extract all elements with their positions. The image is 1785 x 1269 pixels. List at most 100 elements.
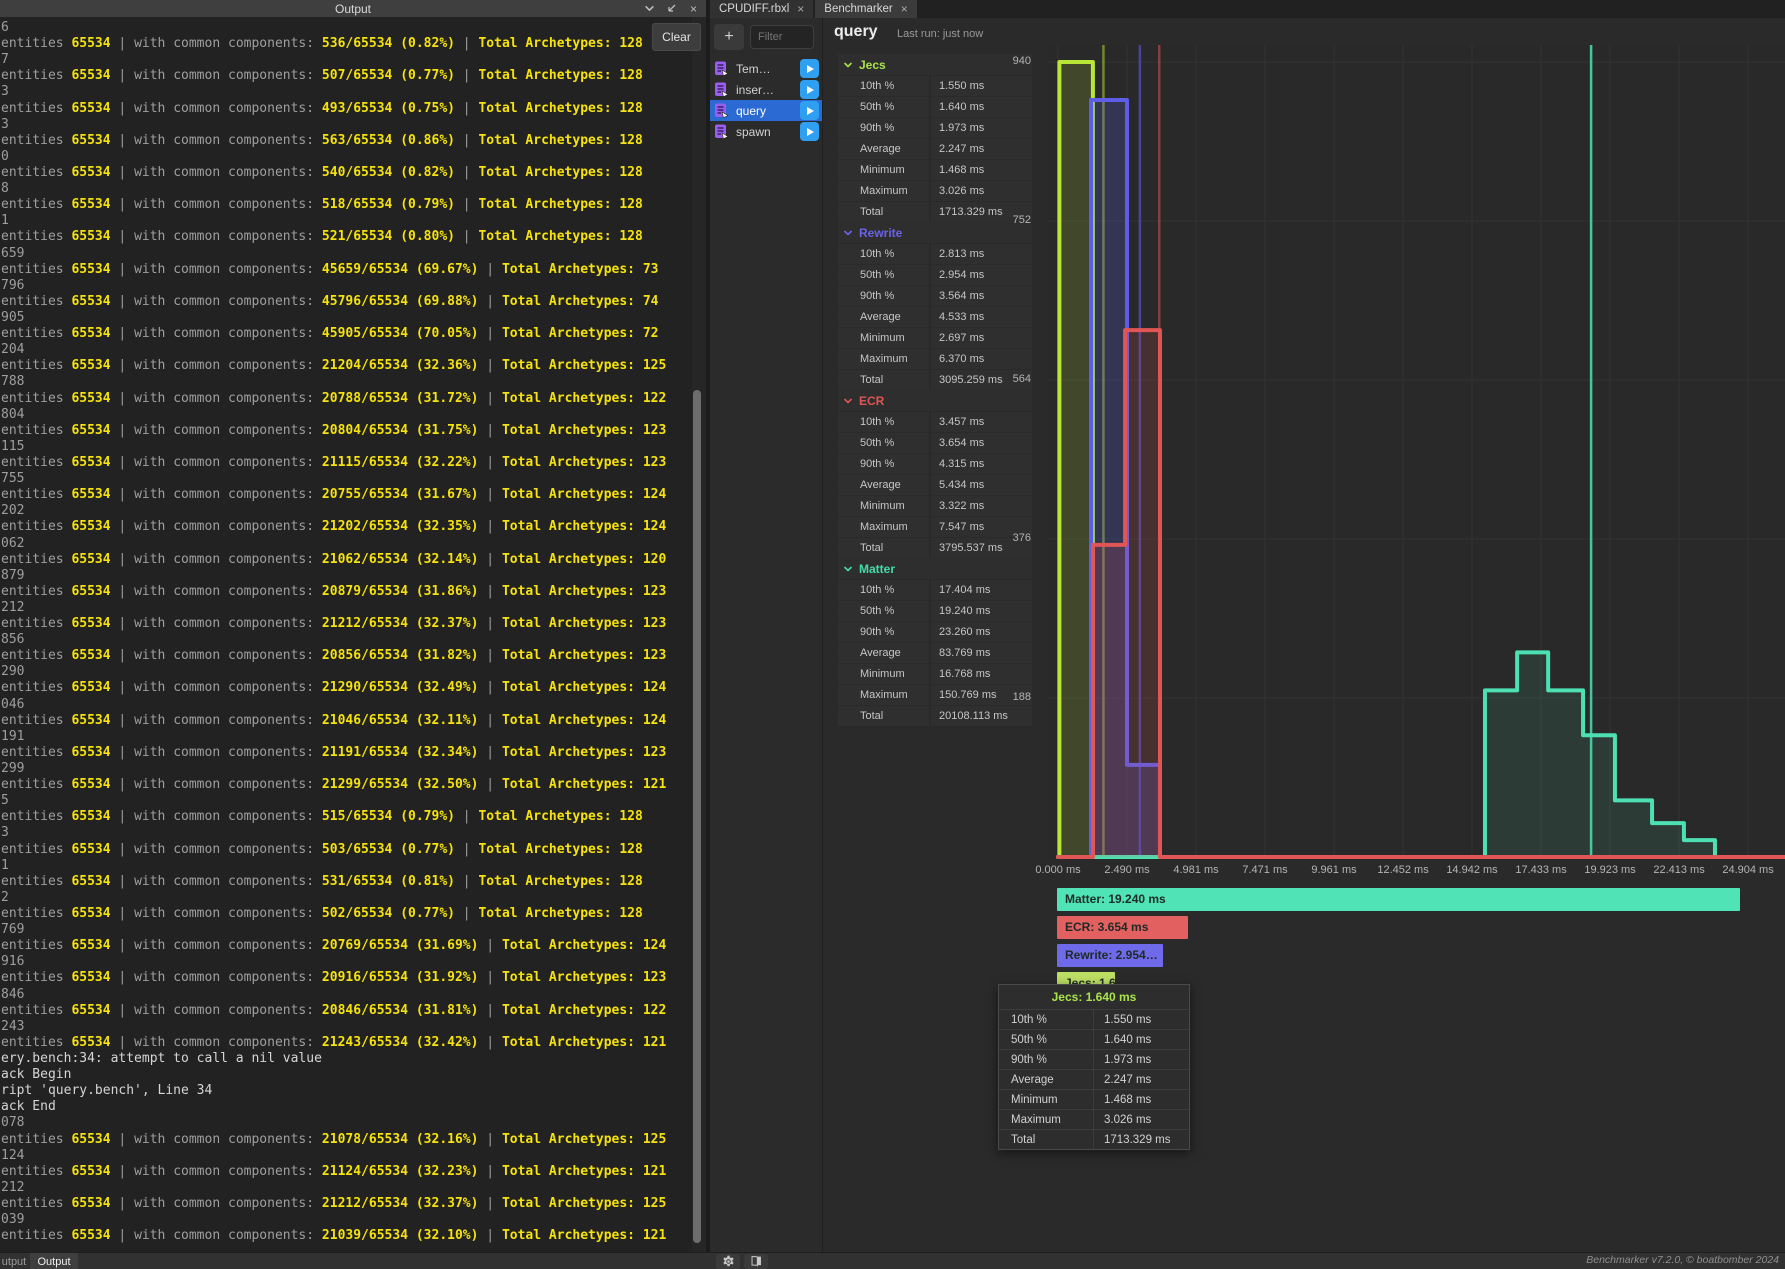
x-axis-label: 24.904 ms [1722, 864, 1774, 876]
sidebar-item-Tem[interactable]: Tem… [710, 58, 822, 79]
stats-section-header-rewrite[interactable]: Rewrite [838, 222, 1032, 243]
stats-section-header-matter[interactable]: Matter [838, 558, 1032, 579]
benchmark-script-icon [714, 61, 729, 77]
log-line: entities 65534 | with common components:… [1, 422, 667, 438]
run-benchmark-button[interactable] [800, 122, 819, 141]
clear-button[interactable]: Clear [652, 23, 701, 51]
stat-label: 90th % [838, 454, 929, 474]
run-benchmark-button[interactable] [800, 101, 819, 120]
bottom-tab-output[interactable]: Output [30, 1253, 78, 1269]
log-line: entities 65534 | with common components:… [1, 648, 667, 664]
add-benchmark-button[interactable]: + [714, 24, 744, 50]
output-scrollbar[interactable] [692, 17, 706, 1252]
tooltip-label: Total [999, 1130, 1094, 1149]
stat-value: 3.654 ms [931, 433, 1032, 453]
log-line: 804 [1, 406, 25, 422]
log-line: 769 [1, 922, 25, 938]
sidebar-item-inser[interactable]: inser… [710, 79, 822, 100]
y-axis-label: 376 [1012, 531, 1031, 544]
log-line: 3 [1, 84, 9, 100]
log-line: entities 65534 | with common components:… [1, 1195, 667, 1211]
gear-icon [722, 1255, 734, 1267]
benchmark-script-icon [714, 103, 729, 119]
stat-row: Total 1713.329 ms [838, 202, 1032, 222]
run-benchmark-button[interactable] [800, 80, 819, 99]
settings-gear-button[interactable] [716, 1254, 740, 1269]
tab-close-icon[interactable]: × [797, 2, 805, 16]
chevron-down-icon[interactable] [643, 2, 656, 15]
docs-book-button[interactable] [744, 1254, 768, 1269]
stats-section-header-jecs[interactable]: Jecs [838, 54, 1032, 75]
log-line: entities 65534 | with common components:… [1, 938, 667, 954]
log-line: entities 65534 | with common components:… [1, 132, 643, 148]
stat-row: Maximum 3.026 ms [838, 181, 1032, 201]
log-line: 062 [1, 535, 25, 551]
legend-bar-rewrite: Rewrite: 2.954… [1057, 944, 1163, 967]
stat-row: Minimum 2.697 ms [838, 328, 1032, 348]
x-axis-label: 4.981 ms [1173, 864, 1219, 876]
stat-value: 3.457 ms [931, 412, 1032, 432]
chart-tooltip: Jecs: 1.640 ms 10th % 1.550 ms 50th % 1.640… [998, 984, 1190, 1150]
output-log[interactable]: 6 entities 65534 | with common components… [0, 17, 693, 1255]
benchmark-script-icon [714, 124, 729, 140]
stat-row: 90th % 3.564 ms [838, 286, 1032, 306]
benchmark-script-icon [714, 82, 729, 98]
x-axis-label: 17.433 ms [1515, 864, 1567, 876]
output-panel: Output × 6 entities 65534 | with common c… [0, 0, 706, 1252]
bottom-tab-output-clipped[interactable]: utput [1, 1255, 27, 1268]
log-line: entities 65534 | with common components:… [1, 873, 643, 889]
scrollbar-thumb[interactable] [693, 390, 701, 1243]
log-line: 916 [1, 954, 25, 970]
stat-label: Minimum [838, 328, 929, 348]
log-line: 0 [1, 148, 9, 164]
x-axis-label: 12.452 ms [1377, 864, 1429, 876]
log-line: entities 65534 | with common components:… [1, 293, 659, 309]
log-line: ack Begin [1, 1067, 72, 1083]
section-name: Rewrite [859, 225, 903, 240]
x-axis-label: 7.471 ms [1242, 864, 1288, 876]
stats-section-header-ecr[interactable]: ECR [838, 390, 1032, 411]
filter-input[interactable] [750, 25, 814, 49]
tooltip-row: 90th % 1.973 ms [999, 1049, 1189, 1069]
log-line: entities 65534 | with common components:… [1, 841, 643, 857]
tooltip-label: Maximum [999, 1110, 1094, 1129]
sidebar-item-spawn[interactable]: spawn [710, 121, 822, 142]
sidebar-item-query[interactable]: query [710, 100, 822, 121]
stat-value: 16.768 ms [931, 664, 1032, 684]
tab-label: CPUDIFF.rbxl [719, 3, 790, 15]
stat-value: 3.322 ms [931, 496, 1032, 516]
stat-label: Total [838, 370, 929, 390]
stat-value: 3.564 ms [931, 286, 1032, 306]
y-axis-label: 188 [1012, 690, 1031, 703]
stat-label: Total [838, 202, 929, 222]
stat-row: Maximum 7.547 ms [838, 517, 1032, 537]
log-line: 905 [1, 309, 25, 325]
play-icon [807, 64, 814, 73]
log-line: entities 65534 | with common components:… [1, 261, 659, 277]
panel-splitter[interactable] [706, 0, 710, 1252]
stat-label: Average [838, 139, 929, 159]
doc-tab-cpudiff-rbxl[interactable]: CPUDIFF.rbxl × [710, 0, 814, 18]
tooltip-value: 1.640 ms [1104, 1033, 1152, 1046]
stat-row: Average 5.434 ms [838, 475, 1032, 495]
doc-tab-benchmarker[interactable]: Benchmarker × [815, 0, 917, 18]
run-benchmark-button[interactable] [800, 59, 819, 78]
stat-row: Maximum 6.370 ms [838, 349, 1032, 369]
tab-close-icon[interactable]: × [900, 2, 908, 16]
dock-window-icon[interactable] [665, 2, 678, 15]
close-icon[interactable]: × [689, 1, 697, 16]
stat-value: 6.370 ms [931, 349, 1032, 369]
stat-value: 2.697 ms [931, 328, 1032, 348]
log-line: entities 65534 | with common components:… [1, 36, 643, 52]
tooltip-label: 90th % [999, 1050, 1094, 1069]
stat-row: Average 4.533 ms [838, 307, 1032, 327]
stat-value: 2.813 ms [931, 244, 1032, 264]
log-line: 039 [1, 1212, 25, 1228]
log-line: entities 65534 | with common components:… [1, 1163, 667, 1179]
log-line: 115 [1, 438, 25, 454]
x-axis-label: 19.923 ms [1584, 864, 1636, 876]
stat-row: Average 83.769 ms [838, 643, 1032, 663]
chevron-down-icon [843, 61, 853, 68]
document-tab-bar: CPUDIFF.rbxl × Benchmarker × [710, 0, 1785, 18]
log-line: ript 'query.bench', Line 34 [1, 1083, 213, 1099]
